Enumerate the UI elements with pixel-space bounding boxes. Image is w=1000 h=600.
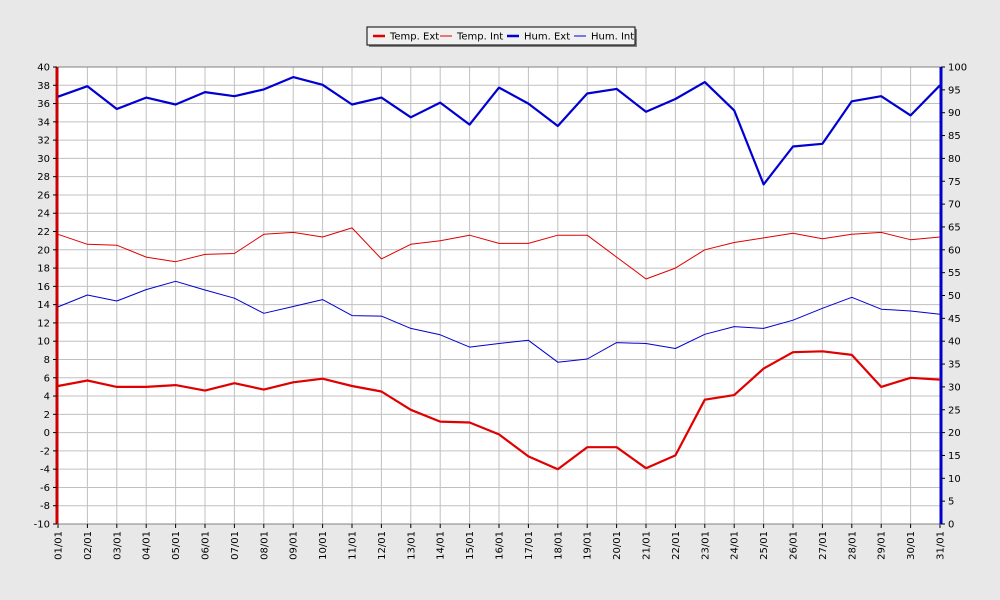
series-line-hum-ext <box>57 75 941 186</box>
left-axis-tick-label: 18 <box>37 264 50 275</box>
x-axis-tick-label: 02/01 <box>83 531 94 560</box>
left-axis-tick-label: 16 <box>37 282 50 293</box>
legend-box <box>366 26 636 46</box>
right-axis-tick-label: 90 <box>948 108 961 119</box>
left-axis-tick-label: 0 <box>44 428 50 439</box>
x-axis-tick-label: 21/01 <box>642 531 653 560</box>
left-axis-tick-label: 4 <box>44 392 50 403</box>
x-axis-tick-label: 05/01 <box>171 531 182 560</box>
x-axis-tick-label: 25/01 <box>759 531 770 560</box>
x-axis-tick-label: 11/01 <box>348 531 359 560</box>
right-axis-tick-label: 15 <box>948 451 961 462</box>
legend-label: Hum. Int <box>591 32 634 43</box>
right-axis-tick-label: 30 <box>948 382 961 393</box>
x-axis-tick-label: 24/01 <box>730 531 741 560</box>
left-axis-tick-label: 14 <box>37 300 50 311</box>
right-axis-tick-label: 65 <box>948 222 961 233</box>
legend-label: Temp. Int <box>456 32 503 43</box>
right-axis-tick-label: 10 <box>948 474 961 485</box>
right-axis-tick-label: 20 <box>948 428 961 439</box>
right-axis-tick-label: 100 <box>948 63 967 74</box>
left-axis-tick-label: 2 <box>44 410 50 421</box>
x-axis-tick-label: 20/01 <box>612 531 623 560</box>
x-axis-tick-label: 16/01 <box>495 531 506 560</box>
right-axis-tick-label: 40 <box>948 337 961 348</box>
x-axis-tick-label: 13/01 <box>406 531 417 560</box>
x-axis-tick-label: 19/01 <box>583 531 594 560</box>
x-axis-tick-label: 08/01 <box>259 531 270 560</box>
x-axis-tick-label: 27/01 <box>818 531 829 560</box>
legend-label: Hum. Ext <box>524 32 570 43</box>
left-axis-tick-label: 30 <box>37 154 50 165</box>
right-axis-tick-label: 70 <box>948 200 961 211</box>
left-axis-tick-label: 36 <box>37 99 50 110</box>
left-axis-tick-label: 32 <box>37 136 50 147</box>
left-axis-tick-label: 24 <box>37 209 50 220</box>
left-axis-tick-label: -4 <box>40 465 50 476</box>
right-axis-tick-label: 25 <box>948 405 961 416</box>
right-axis-tick-label: 0 <box>948 520 954 531</box>
series-line-temp-int <box>57 227 941 280</box>
x-axis-tick-label: 15/01 <box>465 531 476 560</box>
left-axis-tick-label: 6 <box>44 373 50 384</box>
right-axis-tick-label: 35 <box>948 360 961 371</box>
x-axis-tick-label: 26/01 <box>789 531 800 560</box>
x-axis-tick-label: 10/01 <box>318 531 329 560</box>
x-axis-tick-label: 29/01 <box>877 531 888 560</box>
right-axis-tick-label: 60 <box>948 245 961 256</box>
left-axis-tick-label: 20 <box>37 245 50 256</box>
x-axis-tick-label: 07/01 <box>230 531 241 560</box>
left-axis-tick-label: 22 <box>37 227 50 238</box>
right-axis-tick-label: 80 <box>948 154 961 165</box>
x-axis-tick-label: 14/01 <box>436 531 447 560</box>
right-axis-tick-label: 5 <box>948 497 954 508</box>
plot-area: -10-8-6-4-202468101214161820222426283032… <box>34 63 967 560</box>
x-axis-tick-label: 17/01 <box>524 531 535 560</box>
legend: Temp. Ext Temp. Int Hum. Ext Hum. Int <box>366 26 637 47</box>
left-axis-tick-label: -6 <box>40 483 50 494</box>
right-axis-tick-label: 50 <box>948 291 961 302</box>
left-axis-tick-label: 38 <box>37 81 50 92</box>
left-axis-tick-label: 10 <box>37 337 50 348</box>
series-line-hum-int <box>57 280 941 363</box>
left-axis-tick-label: -8 <box>40 501 50 512</box>
left-axis-tick-label: 12 <box>37 318 50 329</box>
x-axis-tick-label: 12/01 <box>377 531 388 560</box>
left-axis-tick-label: 8 <box>44 355 50 366</box>
legend-label: Temp. Ext <box>389 32 439 43</box>
x-axis-tick-label: 31/01 <box>936 531 947 560</box>
x-axis-tick-label: 04/01 <box>142 531 153 560</box>
right-axis-tick-label: 75 <box>948 177 961 188</box>
right-axis-tick-label: 45 <box>948 314 961 325</box>
x-axis-tick-label: 18/01 <box>553 531 564 560</box>
left-axis-tick-label: 26 <box>37 190 50 201</box>
x-axis-tick-label: 03/01 <box>112 531 123 560</box>
left-axis-tick-label: -2 <box>40 446 50 457</box>
right-axis-tick-label: 85 <box>948 131 961 142</box>
x-axis-tick-label: 06/01 <box>201 531 212 560</box>
series-line-temp-ext <box>57 350 941 471</box>
left-axis-tick-label: 40 <box>37 63 50 74</box>
x-axis-tick-label: 28/01 <box>847 531 858 560</box>
left-axis-tick-label: 34 <box>37 117 50 128</box>
x-axis-tick-label: 01/01 <box>54 531 65 560</box>
right-axis-tick-label: 95 <box>948 85 961 96</box>
x-axis-tick-label: 30/01 <box>906 531 917 560</box>
left-axis-tick-label: 28 <box>37 172 50 183</box>
x-axis-tick-label: 09/01 <box>289 531 300 560</box>
left-axis-tick-label: -10 <box>34 520 50 531</box>
x-axis-tick-label: 23/01 <box>700 531 711 560</box>
x-axis-tick-label: 22/01 <box>671 531 682 560</box>
right-axis-tick-label: 55 <box>948 268 961 279</box>
